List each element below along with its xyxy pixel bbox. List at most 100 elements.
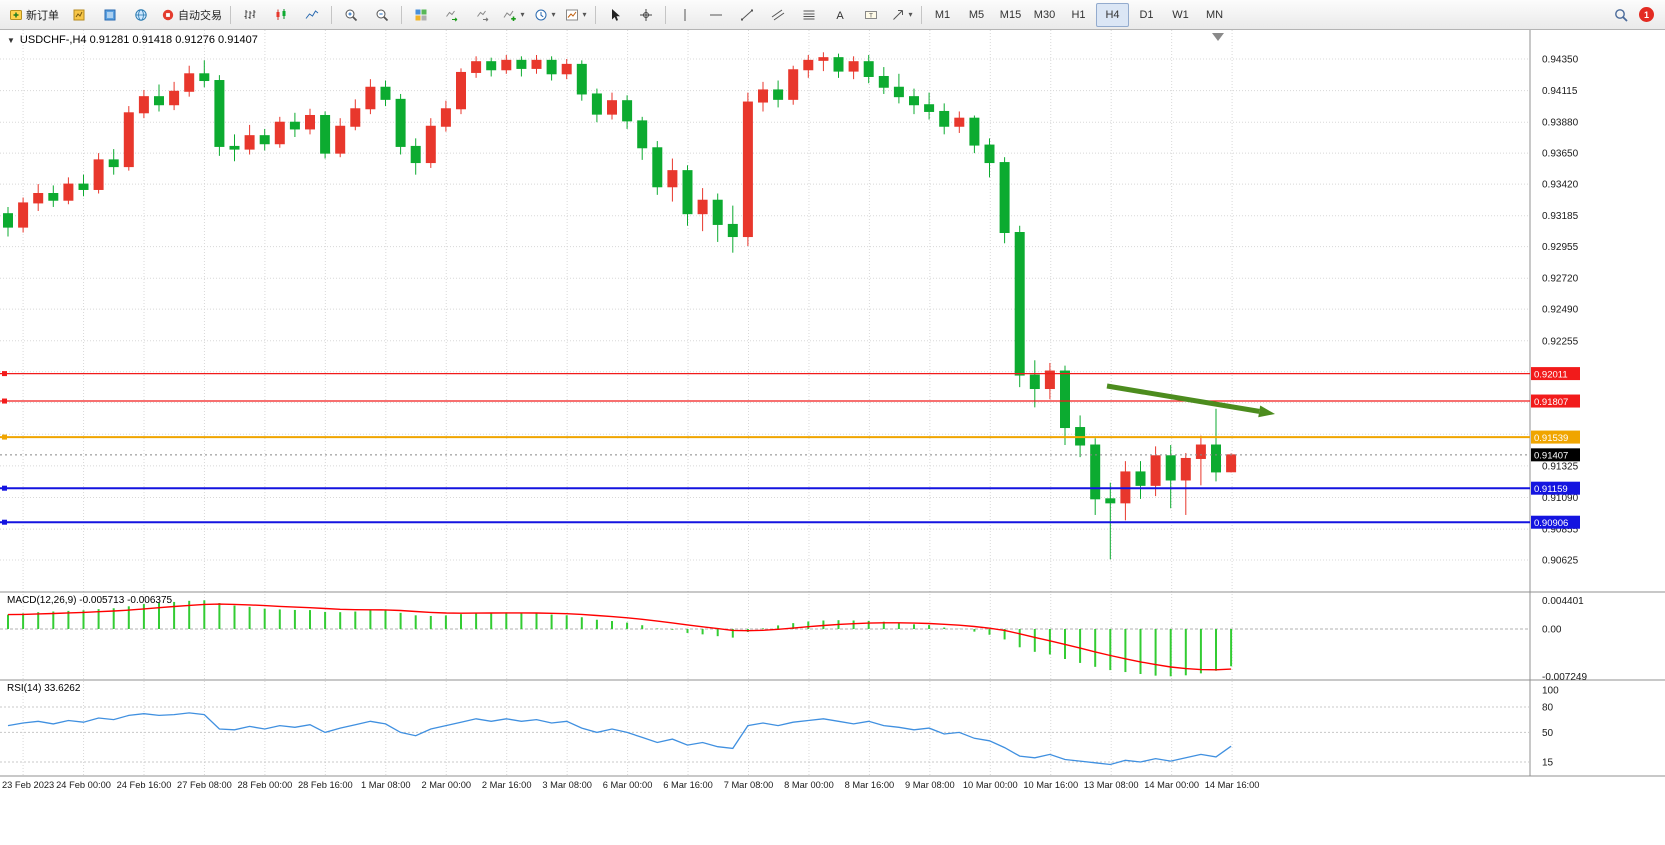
candle [48,193,59,201]
candle [154,96,164,106]
market-watch-button[interactable] [64,3,94,27]
tile-windows-button[interactable] [406,3,436,27]
channel-button[interactable] [763,3,793,27]
svg-text:14 Mar 16:00: 14 Mar 16:00 [1205,780,1260,790]
web-terminal-button[interactable] [126,3,156,27]
candle [878,75,889,88]
zoom-in-icon [345,9,358,21]
cursor-button[interactable] [600,3,630,27]
arrow-shape-icon [893,9,904,20]
timeframe-d1-button[interactable]: D1 [1139,8,1154,21]
data-window-icon [104,9,116,20]
new-order-button[interactable]: 新订单 [5,3,63,27]
periods-button[interactable]: ▾ [530,3,560,27]
candle [440,108,451,127]
candle [244,135,255,150]
chart-bars-icon [244,9,256,19]
timeframe-m30-button[interactable]: M30 [1033,8,1056,21]
candle [108,159,119,168]
candle [320,114,331,154]
svg-text:0.93880: 0.93880 [1542,118,1579,129]
vertical-line-button[interactable] [670,3,700,27]
candle [305,114,315,130]
svg-text:9 Mar 08:00: 9 Mar 08:00 [905,780,955,790]
svg-text:24 Feb 16:00: 24 Feb 16:00 [117,780,172,790]
horizontal-line-button[interactable] [701,3,731,27]
chart-candles-button[interactable] [266,3,296,27]
candle [1044,370,1055,390]
timeframe-h4-button[interactable]: H4 [1096,2,1129,27]
svg-text:0.90625: 0.90625 [1542,556,1579,567]
timeframe-m5-button[interactable]: M5 [968,8,985,21]
candle [803,59,814,71]
label-button[interactable]: T [856,3,886,27]
line-anchor [2,434,7,440]
candle [274,121,285,145]
timeframe-m15-button[interactable]: M15 [999,8,1022,21]
zoom-in-button[interactable] [336,3,366,27]
clock-icon [535,9,547,20]
text-button[interactable]: A [825,3,855,27]
main-toolbar: 新订单 自动交易 ▾ ▾ [0,0,1665,30]
trendline-button[interactable] [732,3,762,27]
svg-text:-0.007249: -0.007249 [1542,672,1587,683]
timeframe-h1-button[interactable]: H1 [1071,8,1086,21]
candle [607,100,617,115]
chart-symbol-header: ▼ USDCHF-,H4 0.91281 0.91418 0.91276 0.9… [7,34,258,46]
candle [425,125,436,164]
timeframe-mn-button[interactable]: MN [1205,8,1224,21]
svg-text:0.91090: 0.91090 [1542,493,1579,504]
chart-bars-button[interactable] [235,3,265,27]
auto-scroll-button[interactable] [437,3,467,27]
toolbar-separator [595,5,596,24]
indicators-button[interactable]: ▾ [499,3,529,27]
data-window-button[interactable] [95,3,125,27]
auto-trading-button[interactable]: 自动交易 [157,3,226,27]
svg-text:8 Mar 16:00: 8 Mar 16:00 [845,780,895,790]
candle [667,170,678,188]
svg-text:6 Mar 00:00: 6 Mar 00:00 [603,780,653,790]
candle [1180,457,1191,481]
svg-text:3 Mar 08:00: 3 Mar 08:00 [542,780,592,790]
candle [350,108,361,127]
fibonacci-icon [803,10,815,19]
chart-line-button[interactable] [297,3,327,27]
candle [33,193,44,204]
svg-text:0.91807: 0.91807 [1534,397,1568,408]
line-anchor [2,519,7,525]
grid-lines [0,30,1530,776]
candle [289,121,300,130]
svg-text:80: 80 [1542,702,1554,713]
timeframe-m1-button[interactable]: M1 [934,8,951,21]
chart-line-icon [305,9,319,19]
candle [697,199,708,215]
line-anchor [2,398,7,404]
candle [184,73,195,92]
rsi-indicator [0,706,1530,766]
svg-text:T: T [869,12,873,19]
zoom-out-button[interactable] [367,3,397,27]
horizontal-line-objects[interactable] [0,371,1530,525]
candle [909,96,919,106]
search-button[interactable] [1606,3,1636,27]
notification-badge[interactable]: 1 [1639,7,1654,22]
svg-text:27 Feb 08:00: 27 Feb 08:00 [177,780,232,790]
trend-arrow-object[interactable] [1106,383,1275,418]
timeframe-w1-button[interactable]: W1 [1172,8,1189,21]
shapes-button[interactable]: ▾ [887,3,917,27]
templates-button[interactable]: ▾ [561,3,591,27]
chart-shift-button[interactable] [468,3,498,27]
candle [727,223,738,238]
chart-candles-icon [276,8,286,20]
new-order-icon [10,9,22,20]
fibonacci-button[interactable] [794,3,824,27]
candle [516,59,527,69]
candle [622,100,633,122]
candle [1150,455,1161,486]
chart-menu-arrow-icon[interactable]: ▼ [7,35,15,45]
channel-icon [771,9,785,20]
candle [984,144,995,164]
horizontal-line-icon [710,14,722,15]
crosshair-button[interactable] [631,3,661,27]
